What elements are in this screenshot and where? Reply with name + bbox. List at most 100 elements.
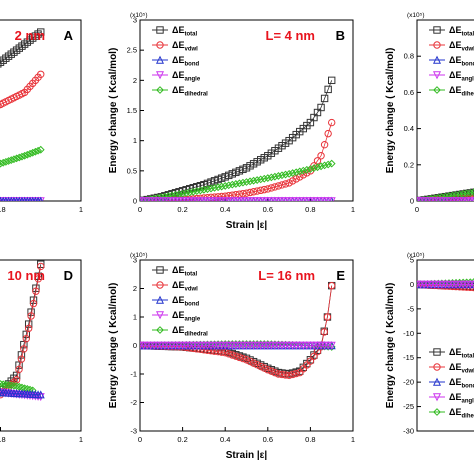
legend-label-total: ΔEtotal bbox=[449, 347, 474, 360]
legend-marker-bond bbox=[432, 55, 442, 64]
plot-frame bbox=[0, 19, 82, 202]
data-point-vdwl bbox=[171, 342, 180, 351]
y-tick-label: 1.5 bbox=[127, 106, 137, 115]
data-point-total bbox=[34, 30, 42, 38]
data-point-total bbox=[0, 56, 7, 64]
data-point-vdwl bbox=[323, 313, 332, 321]
data-point-vdwl bbox=[232, 352, 240, 360]
data-point-dihedral bbox=[260, 340, 269, 348]
legend-label-vdwl: ΔEvdwl bbox=[172, 280, 198, 293]
data-point-vdwl bbox=[17, 355, 26, 363]
panel-f: 5 0 -5 -10 -15 -20 -25 -30 (x10⁵) Energy change (… bbox=[385, 252, 474, 436]
y-axis-label: Energy change ( Kcal/mol) bbox=[385, 283, 396, 409]
data-point-total bbox=[18, 42, 26, 50]
data-point-bond bbox=[36, 390, 45, 399]
data-point-dihedral bbox=[192, 187, 201, 196]
legend-label-bond: ΔEbond bbox=[449, 55, 474, 68]
legend-label-vdwl: ΔEvdwl bbox=[172, 40, 198, 53]
data-point-vdwl bbox=[281, 180, 290, 188]
series-line-total bbox=[0, 31, 41, 63]
data-point-vdwl bbox=[320, 328, 328, 336]
data-point-vdwl bbox=[249, 359, 258, 367]
x-tick-label: 0.6 bbox=[263, 435, 273, 444]
data-point-total bbox=[37, 28, 45, 36]
data-point-dihedral bbox=[20, 151, 29, 160]
data-point-vdwl bbox=[285, 371, 293, 380]
data-point-dihedral bbox=[239, 178, 247, 187]
data-point-dihedral bbox=[143, 195, 152, 201]
data-point-vdwl bbox=[257, 186, 265, 195]
data-point-dihedral bbox=[182, 189, 191, 198]
data-point-dihedral bbox=[320, 161, 329, 170]
data-point-dihedral bbox=[228, 340, 237, 348]
data-point-angle bbox=[36, 393, 45, 402]
data-point-dihedral bbox=[196, 186, 205, 195]
data-point-vdwl bbox=[242, 189, 251, 197]
y-tick-label: -1 bbox=[130, 370, 137, 379]
legend-label-total: ΔEtotal bbox=[172, 265, 197, 278]
legend-label-angle: ΔEangle bbox=[172, 310, 201, 323]
x-tick-label: 0 bbox=[138, 205, 142, 214]
legend: ΔEtotal ΔEvdwl ΔEbond ΔEangle ΔEdihedral bbox=[429, 25, 474, 98]
data-point-vdwl bbox=[310, 352, 318, 361]
data-point-vdwl bbox=[29, 299, 38, 308]
length-label: L= 4 nm bbox=[266, 28, 316, 43]
data-point-dihedral bbox=[164, 192, 173, 201]
legend-marker-dihedral bbox=[156, 326, 164, 334]
y-tick-label: 3 bbox=[133, 16, 137, 25]
panel-letter: A bbox=[64, 28, 74, 43]
data-point-dihedral bbox=[270, 172, 279, 181]
data-point-vdwl bbox=[260, 364, 268, 372]
data-point-dihedral bbox=[157, 193, 166, 201]
data-point-dihedral bbox=[302, 165, 311, 174]
legend-label-total: ΔEtotal bbox=[449, 25, 474, 38]
data-point-vdwl bbox=[22, 334, 30, 343]
data-point-dihedral bbox=[23, 150, 32, 159]
y-tick-label: -20 bbox=[403, 378, 414, 387]
data-point-dihedral bbox=[445, 279, 453, 288]
data-point-vdwl bbox=[267, 184, 276, 192]
y-axis-label: Energy change ( Kcal/mol) bbox=[385, 48, 396, 174]
x-tick-label: 0.4 bbox=[220, 435, 230, 444]
data-point-dihedral bbox=[285, 169, 294, 178]
plot-frame bbox=[416, 19, 474, 202]
data-point-dihedral bbox=[292, 168, 301, 177]
data-point-dihedral bbox=[28, 148, 37, 157]
data-point-dihedral bbox=[231, 180, 240, 188]
y-axis-label: Energy change ( Kcal/mol) bbox=[108, 48, 119, 174]
data-point-angle bbox=[327, 197, 336, 201]
data-point-dihedral bbox=[423, 195, 432, 201]
data-point-dihedral bbox=[15, 153, 24, 162]
series-layer bbox=[417, 188, 474, 201]
data-point-vdwl bbox=[253, 361, 261, 369]
data-point-dihedral bbox=[1, 380, 10, 389]
data-point-vdwl bbox=[253, 187, 261, 195]
data-point-total bbox=[317, 103, 325, 112]
y-tick-label: 0.6 bbox=[404, 88, 414, 97]
y-tick-label: 0 bbox=[410, 197, 414, 206]
y-tick-label: -5 bbox=[407, 304, 414, 313]
legend-label-angle: ΔEangle bbox=[449, 392, 474, 405]
data-point-dihedral bbox=[221, 340, 230, 348]
data-point-vdwl bbox=[175, 343, 183, 351]
panel-b: 0 0.2 0.4 0.6 0.8 1 0 0.5 1 1.5 2 2.5 3(x10⁵) Energy … bbox=[108, 12, 355, 231]
y-tick-label: -15 bbox=[403, 353, 414, 362]
series-line-vdwl bbox=[0, 266, 42, 396]
data-point-dihedral bbox=[327, 159, 336, 168]
x-tick-label: 0.2 bbox=[177, 205, 187, 214]
data-point-dihedral bbox=[249, 340, 258, 348]
legend-marker-angle bbox=[432, 71, 442, 80]
data-point-dihedral bbox=[445, 192, 453, 201]
data-point-dihedral bbox=[246, 177, 254, 186]
y-tick-label: -30 bbox=[403, 427, 414, 436]
data-point-dihedral bbox=[4, 381, 13, 389]
x-tick-label: 1 bbox=[351, 205, 355, 214]
data-point-vdwl bbox=[288, 177, 297, 185]
data-point-vdwl bbox=[278, 181, 286, 189]
legend-marker-dihedral bbox=[433, 86, 441, 94]
data-point-vdwl bbox=[210, 193, 219, 201]
data-point-vdwl bbox=[324, 129, 332, 138]
data-point-total bbox=[10, 48, 18, 56]
data-point-dihedral bbox=[210, 340, 219, 349]
data-point-total bbox=[4, 52, 13, 60]
